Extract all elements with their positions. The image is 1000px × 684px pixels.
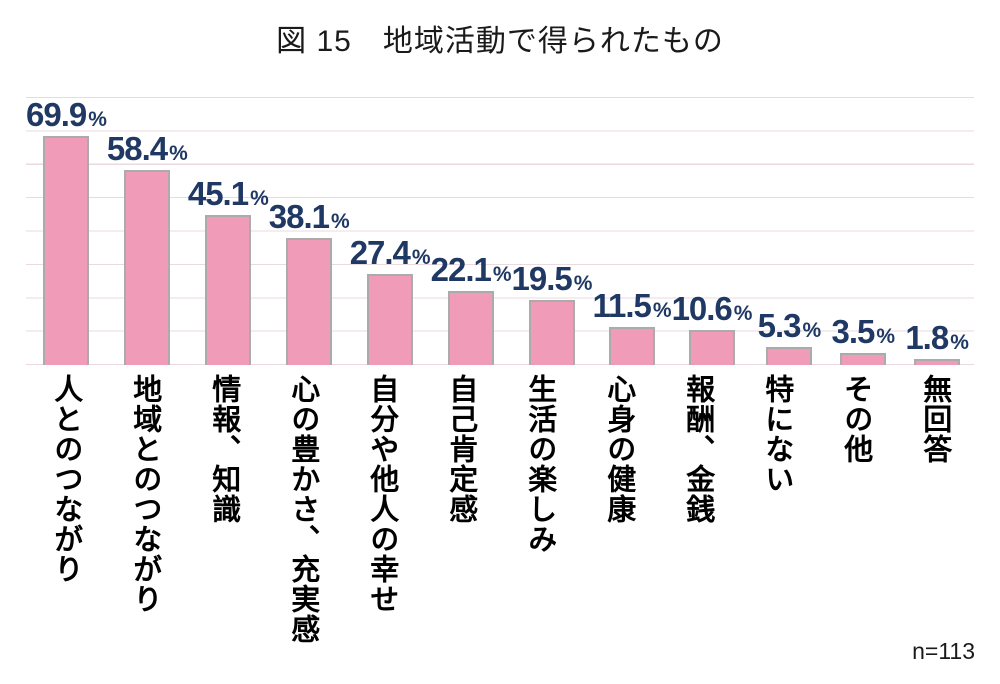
value-number: 19.5 <box>511 259 573 297</box>
bar <box>367 273 414 365</box>
category-label: 自己肯定感 <box>444 374 477 524</box>
category-label: 地域とのつながり <box>128 374 161 614</box>
percent-sign: % <box>733 301 753 325</box>
category-slot: 心の豊かさ、充実感 <box>263 374 342 676</box>
percent-sign: % <box>331 209 350 233</box>
percent-sign: % <box>652 298 672 322</box>
bar <box>766 347 813 365</box>
value-label: 38.1% <box>269 200 350 233</box>
bar <box>43 136 90 365</box>
percent-sign: % <box>802 319 822 343</box>
chart-title: 図 15 地域活動で得られたもの <box>276 25 724 58</box>
value-label: 19.5% <box>512 262 593 295</box>
category-label: 心身の健康 <box>602 374 635 524</box>
category-slot: 生活の楽しみ <box>500 374 579 676</box>
value-number: 45.1 <box>187 174 249 212</box>
value-number: 22.1 <box>430 251 492 289</box>
sample-size-label: n=113 <box>912 638 975 664</box>
category-slot: 自分や他人の幸せ <box>342 374 421 676</box>
category-label: 情報、知識 <box>207 374 240 524</box>
bar <box>286 237 333 365</box>
category-label: 心の豊かさ、充実感 <box>286 374 319 644</box>
category-label: 無回答 <box>918 374 951 464</box>
category-labels-container: 人とのつながり 地域とのつながり 情報、知識 心の豊かさ、充実感 自分や他人の幸せ 自己肯… <box>26 374 974 676</box>
bar-group: 5.3% <box>752 98 826 365</box>
percent-sign: % <box>573 271 593 295</box>
category-label: その他 <box>839 374 872 464</box>
percent-sign: % <box>492 263 512 287</box>
category-slot: 自己肯定感 <box>421 374 500 676</box>
bar-group: 38.1% <box>269 98 350 365</box>
bar-group: 45.1% <box>188 98 269 365</box>
value-label: 3.5% <box>831 315 895 348</box>
value-label: 5.3% <box>758 309 822 342</box>
percent-sign: % <box>411 245 431 269</box>
bar <box>448 291 495 365</box>
value-number: 1.8 <box>905 319 949 356</box>
value-number: 69.9 <box>26 96 87 133</box>
bar-group: 22.1% <box>431 98 512 365</box>
bar-group: 58.4% <box>107 98 188 365</box>
bar-group: 69.9% <box>26 98 107 365</box>
value-number: 27.4 <box>349 233 411 271</box>
category-label: 自分や他人の幸せ <box>365 374 398 614</box>
category-slot: 地域とのつながり <box>105 374 184 676</box>
value-label: 45.1% <box>188 177 269 210</box>
value-label: 58.4% <box>107 132 188 165</box>
bar <box>840 353 887 365</box>
value-number: 3.5 <box>831 313 875 351</box>
value-label: 22.1% <box>431 253 512 286</box>
value-number: 11.5 <box>592 286 651 324</box>
category-label: 特にない <box>760 374 793 494</box>
category-slot: 報酬、金銭 <box>658 374 737 676</box>
value-label: 11.5% <box>592 289 671 322</box>
bar-group: 27.4% <box>350 98 431 365</box>
category-label: 報酬、金銭 <box>681 374 714 524</box>
percent-sign: % <box>250 186 269 210</box>
category-label: 人とのつながり <box>49 374 82 584</box>
plot-area: 69.9% 58.4% 45.1% 38.1% 27.4% 22.1% 19.5% 11.5%… <box>26 97 974 365</box>
category-slot: 情報、知識 <box>184 374 263 676</box>
bar-group: 3.5% <box>826 98 900 365</box>
percent-sign: % <box>876 325 896 349</box>
bar <box>124 170 171 365</box>
bar-group: 11.5% <box>592 98 672 365</box>
percent-sign: % <box>88 108 107 131</box>
percent-sign: % <box>169 142 188 166</box>
category-slot: 人とのつながり <box>26 374 105 676</box>
value-label: 69.9% <box>26 98 107 131</box>
value-label: 10.6% <box>672 292 753 325</box>
category-slot: 心身の健康 <box>579 374 658 676</box>
bar <box>914 359 961 365</box>
value-number: 38.1 <box>268 197 330 235</box>
bar <box>609 326 655 365</box>
value-number: 58.4 <box>106 130 168 168</box>
bar <box>528 299 575 365</box>
bar-group: 1.8% <box>900 98 974 365</box>
bars-container: 69.9% 58.4% 45.1% 38.1% 27.4% 22.1% 19.5% 11.5%… <box>26 98 974 365</box>
value-number: 5.3 <box>757 307 802 345</box>
bar <box>205 214 252 365</box>
value-label: 27.4% <box>350 236 431 269</box>
category-label: 生活の楽しみ <box>523 374 556 554</box>
category-slot: その他 <box>816 374 895 676</box>
value-label: 1.8% <box>905 321 969 354</box>
bar <box>689 329 736 365</box>
bar-group: 10.6% <box>672 98 753 365</box>
bar-group: 19.5% <box>512 98 593 365</box>
value-number: 10.6 <box>671 289 733 327</box>
category-slot: 特にない <box>737 374 816 676</box>
percent-sign: % <box>950 331 969 354</box>
category-slot: 無回答 <box>895 374 974 676</box>
